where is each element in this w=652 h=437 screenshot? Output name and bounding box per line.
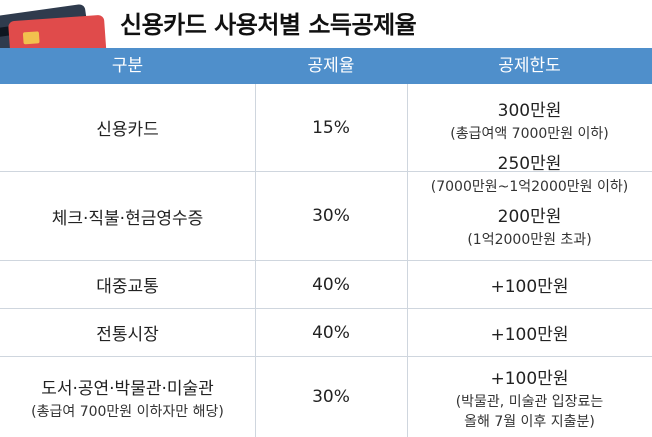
merged-limit-cell: 300만원 (총급여액 7000만원 이하) 250만원 (7000만원~1억2…: [407, 84, 652, 261]
row-limit: +100만원: [490, 277, 569, 297]
limit-amount: 250만원: [497, 153, 562, 174]
row-category: 대중교통: [96, 277, 159, 297]
row-category-note: (총급여 700만원 이하자만 해당): [31, 403, 224, 420]
header-limit: 공제한도: [498, 56, 561, 76]
row-category: 전통시장: [96, 325, 159, 345]
row-rate: 40%: [312, 322, 350, 343]
row-limit-note: (박물관, 미술관 입장료는: [455, 393, 604, 410]
limit-tier: 300만원 (총급여액 7000만원 이하): [450, 96, 609, 143]
row-category: 도서·공연·박물관·미술관: [41, 378, 214, 399]
limit-note: (총급여액 7000만원 이하): [450, 125, 609, 142]
table-row: 전통시장 40% +100만원: [0, 309, 652, 357]
column-divider: [255, 84, 256, 437]
row-rate: 30%: [312, 387, 350, 407]
row-limit-cell: +100만원 (박물관, 미술관 입장료는 올해 7월 이후 지출분): [407, 357, 652, 437]
card-front-graphic: [8, 14, 108, 48]
row-limit: +100만원: [490, 368, 569, 389]
table-row: 신용카드 15%: [0, 84, 652, 172]
row-category: 체크·직불·현금영수증: [51, 208, 204, 229]
table-row: 대중교통 40% +100만원: [0, 261, 652, 309]
limit-amount: 300만원: [497, 100, 562, 121]
limit-note: (7000만원~1억2000만원 이하): [430, 178, 629, 195]
row-category-cell: 도서·공연·박물관·미술관 (총급여 700만원 이하자만 해당): [0, 357, 255, 437]
limit-amount: 200만원: [497, 206, 562, 227]
row-limit: +100만원: [490, 325, 569, 345]
table-header: 구분 공제율 공제한도: [0, 48, 652, 84]
table-row: 체크·직불·현금영수증 30%: [0, 172, 652, 261]
column-divider: [407, 84, 408, 437]
row-limit-note: 올해 7월 이후 지출분): [464, 413, 595, 430]
table-row: 도서·공연·박물관·미술관 (총급여 700만원 이하자만 해당) 30% +1…: [0, 357, 652, 437]
limit-tier: 250만원 (7000만원~1억2000만원 이하): [431, 149, 628, 196]
limit-note: (1억2000만원 초과): [467, 231, 592, 248]
limit-tier: 200만원 (1억2000만원 초과): [467, 202, 591, 249]
row-rate: 30%: [312, 206, 350, 226]
deduction-table: 구분 공제율 공제한도 신용카드 15% 체크·직불·현금영수증 30% 300…: [0, 48, 652, 437]
row-rate: 15%: [312, 117, 350, 138]
header: 신용카드 사용처별 소득공제율: [0, 0, 652, 48]
credit-card-icon: [0, 0, 110, 48]
header-rate: 공제율: [307, 56, 355, 76]
page-title: 신용카드 사용처별 소득공제율: [120, 11, 417, 39]
row-rate: 40%: [312, 274, 350, 295]
row-category: 신용카드: [96, 120, 159, 140]
header-category: 구분: [111, 56, 144, 76]
